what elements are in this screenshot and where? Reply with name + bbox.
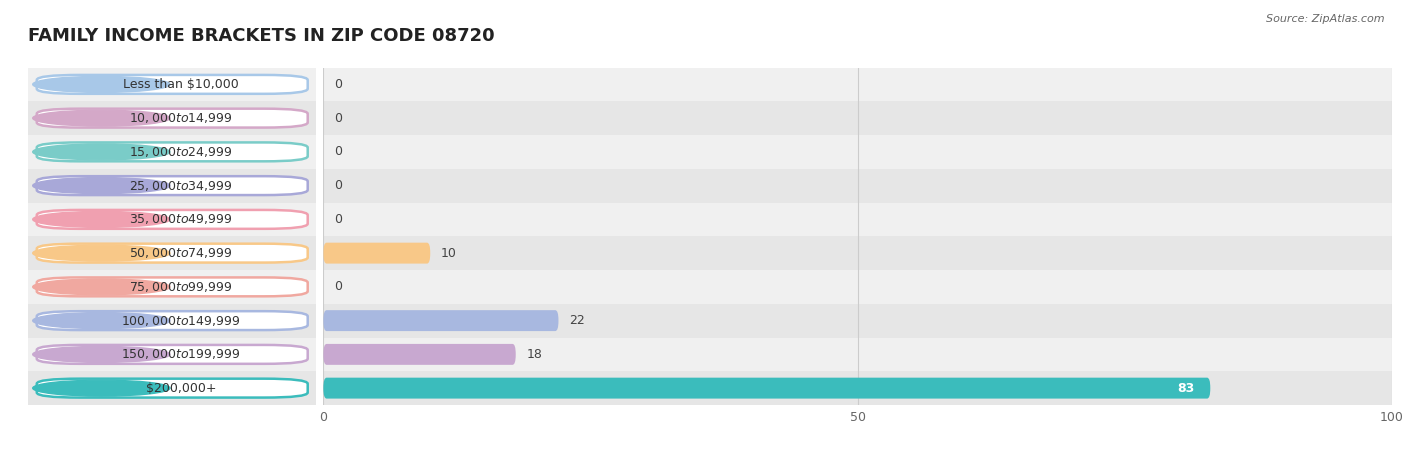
- Text: $75,000 to $99,999: $75,000 to $99,999: [129, 280, 232, 294]
- FancyBboxPatch shape: [323, 310, 558, 331]
- FancyBboxPatch shape: [37, 277, 308, 297]
- Bar: [217, 135, 1406, 169]
- Text: $35,000 to $49,999: $35,000 to $49,999: [129, 212, 232, 226]
- Bar: [0, 338, 460, 371]
- FancyBboxPatch shape: [323, 378, 1211, 399]
- Bar: [217, 338, 1406, 371]
- Text: 0: 0: [335, 213, 342, 226]
- FancyBboxPatch shape: [37, 176, 308, 195]
- Bar: [0, 169, 460, 202]
- Circle shape: [32, 212, 170, 227]
- Circle shape: [32, 346, 170, 362]
- Text: $100,000 to $149,999: $100,000 to $149,999: [121, 314, 240, 328]
- Bar: [0, 236, 460, 270]
- Bar: [217, 101, 1406, 135]
- Bar: [217, 304, 1406, 338]
- Text: 22: 22: [569, 314, 585, 327]
- FancyBboxPatch shape: [37, 244, 308, 263]
- Text: 18: 18: [526, 348, 543, 361]
- Bar: [217, 202, 1406, 236]
- Text: $200,000+: $200,000+: [146, 382, 217, 395]
- FancyBboxPatch shape: [323, 344, 516, 365]
- Bar: [0, 202, 460, 236]
- FancyBboxPatch shape: [37, 142, 308, 161]
- Text: 0: 0: [335, 78, 342, 91]
- Text: $10,000 to $14,999: $10,000 to $14,999: [129, 111, 232, 125]
- Bar: [0, 135, 460, 169]
- Text: $25,000 to $34,999: $25,000 to $34,999: [129, 179, 232, 193]
- Text: $150,000 to $199,999: $150,000 to $199,999: [121, 347, 240, 361]
- Text: $15,000 to $24,999: $15,000 to $24,999: [129, 145, 232, 159]
- Bar: [217, 270, 1406, 304]
- Text: Source: ZipAtlas.com: Source: ZipAtlas.com: [1267, 14, 1385, 23]
- FancyBboxPatch shape: [37, 311, 308, 330]
- Bar: [217, 68, 1406, 101]
- Circle shape: [32, 380, 170, 396]
- Bar: [217, 169, 1406, 202]
- FancyBboxPatch shape: [323, 243, 430, 264]
- Text: FAMILY INCOME BRACKETS IN ZIP CODE 08720: FAMILY INCOME BRACKETS IN ZIP CODE 08720: [28, 27, 495, 45]
- Text: 0: 0: [335, 179, 342, 192]
- FancyBboxPatch shape: [37, 378, 308, 398]
- Circle shape: [32, 245, 170, 261]
- Bar: [0, 371, 460, 405]
- Bar: [0, 68, 460, 101]
- Text: $50,000 to $74,999: $50,000 to $74,999: [129, 246, 232, 260]
- FancyBboxPatch shape: [37, 109, 308, 128]
- Text: 10: 10: [441, 247, 457, 260]
- Bar: [0, 304, 460, 338]
- Text: Less than $10,000: Less than $10,000: [122, 78, 239, 91]
- Text: 0: 0: [335, 145, 342, 158]
- Circle shape: [32, 279, 170, 295]
- Text: 0: 0: [335, 112, 342, 125]
- Circle shape: [32, 178, 170, 194]
- Text: 0: 0: [335, 280, 342, 293]
- FancyBboxPatch shape: [37, 75, 308, 94]
- Bar: [217, 236, 1406, 270]
- Circle shape: [32, 144, 170, 160]
- Circle shape: [32, 76, 170, 92]
- Bar: [217, 371, 1406, 405]
- FancyBboxPatch shape: [37, 345, 308, 364]
- Text: 83: 83: [1177, 382, 1194, 395]
- Circle shape: [32, 110, 170, 126]
- Circle shape: [32, 313, 170, 328]
- Bar: [0, 270, 460, 304]
- FancyBboxPatch shape: [37, 210, 308, 229]
- Bar: [0, 101, 460, 135]
